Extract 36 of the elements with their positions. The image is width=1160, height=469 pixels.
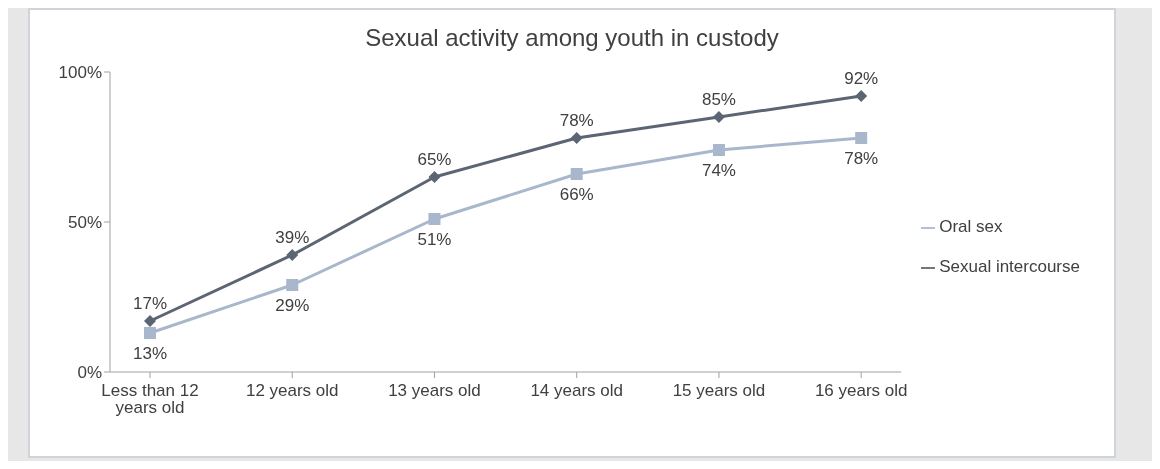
y-tick-label: 50%	[67, 213, 102, 233]
chart-title: Sexual activity among youth in custody	[364, 24, 780, 52]
point	[286, 279, 299, 291]
x-tick-label: 13 years old	[388, 381, 481, 401]
data-label: 13%	[132, 344, 168, 363]
x-tick-label: 14 years old	[530, 381, 624, 401]
data-label: 65%	[417, 150, 452, 169]
y-tick-label: 100%	[58, 63, 102, 83]
point	[570, 168, 583, 180]
x-tick-label: 15 years old	[672, 381, 766, 401]
legend-label: Sexual intercourse	[939, 257, 1080, 276]
data-label: 66%	[559, 185, 594, 204]
point	[712, 144, 725, 156]
legend-label: Oral sex	[939, 217, 1003, 236]
point	[286, 249, 299, 261]
data-label: 29%	[275, 296, 310, 315]
point	[144, 315, 156, 327]
data-label: 51%	[417, 230, 452, 249]
x-tick-label: 16 years old	[814, 381, 908, 401]
point	[855, 90, 868, 102]
point	[712, 111, 725, 123]
data-label: 85%	[701, 90, 736, 109]
point	[855, 132, 868, 144]
data-label: 17%	[132, 294, 168, 313]
data-label: 78%	[844, 149, 879, 168]
x-tick-label: Less than 12 years old	[101, 381, 199, 418]
point	[428, 213, 441, 225]
y-tick-label: 0%	[77, 363, 102, 383]
point	[570, 132, 583, 144]
point	[144, 327, 156, 339]
data-label: 78%	[559, 111, 594, 130]
data-label: 74%	[701, 161, 736, 180]
data-label: 92%	[844, 69, 879, 88]
data-label: 39%	[275, 228, 310, 247]
point	[428, 171, 441, 183]
x-tick-label: 12 years old	[245, 381, 339, 401]
